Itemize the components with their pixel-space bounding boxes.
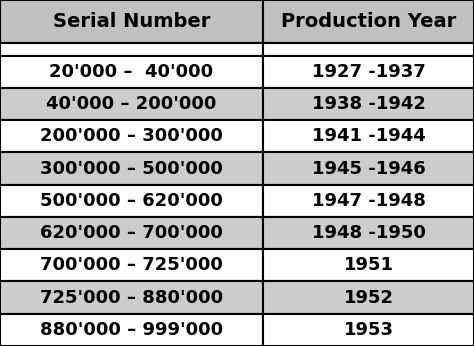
Bar <box>263 217 474 249</box>
Text: 1952: 1952 <box>344 289 393 307</box>
Text: 20'000 –  40'000: 20'000 – 40'000 <box>49 63 214 81</box>
Bar <box>0 120 263 153</box>
Text: 300'000 – 500'000: 300'000 – 500'000 <box>40 160 223 177</box>
Bar <box>263 0 474 43</box>
Text: 1941 -1944: 1941 -1944 <box>312 127 425 145</box>
Text: 200'000 – 300'000: 200'000 – 300'000 <box>40 127 223 145</box>
Bar <box>263 56 474 88</box>
Bar <box>0 314 263 346</box>
Text: 1938 -1942: 1938 -1942 <box>311 95 426 113</box>
Text: 1951: 1951 <box>344 256 393 274</box>
Bar <box>0 217 263 249</box>
Bar <box>0 282 263 314</box>
Bar <box>263 185 474 217</box>
Bar <box>263 153 474 185</box>
Text: 620'000 – 700'000: 620'000 – 700'000 <box>40 224 223 242</box>
Bar <box>0 88 263 120</box>
Bar <box>0 185 263 217</box>
Bar <box>263 249 474 282</box>
Bar <box>263 314 474 346</box>
Text: 880'000 – 999'000: 880'000 – 999'000 <box>40 321 223 339</box>
Text: 1948 -1950: 1948 -1950 <box>311 224 426 242</box>
Text: 40'000 – 200'000: 40'000 – 200'000 <box>46 95 217 113</box>
Text: 1947 -1948: 1947 -1948 <box>311 192 426 210</box>
Bar <box>0 0 263 43</box>
Bar <box>263 88 474 120</box>
Bar <box>0 153 263 185</box>
Text: 1953: 1953 <box>344 321 393 339</box>
Bar <box>263 282 474 314</box>
Text: Production Year: Production Year <box>281 12 456 31</box>
Text: 500'000 – 620'000: 500'000 – 620'000 <box>40 192 223 210</box>
Bar <box>0 56 263 88</box>
Text: 725'000 – 880'000: 725'000 – 880'000 <box>40 289 223 307</box>
Bar <box>0 43 263 56</box>
Text: 1945 -1946: 1945 -1946 <box>312 160 425 177</box>
Text: 1927 -1937: 1927 -1937 <box>312 63 425 81</box>
Text: 700'000 – 725'000: 700'000 – 725'000 <box>40 256 223 274</box>
Bar <box>263 120 474 153</box>
Bar <box>263 43 474 56</box>
Bar <box>0 249 263 282</box>
Text: Serial Number: Serial Number <box>53 12 210 31</box>
